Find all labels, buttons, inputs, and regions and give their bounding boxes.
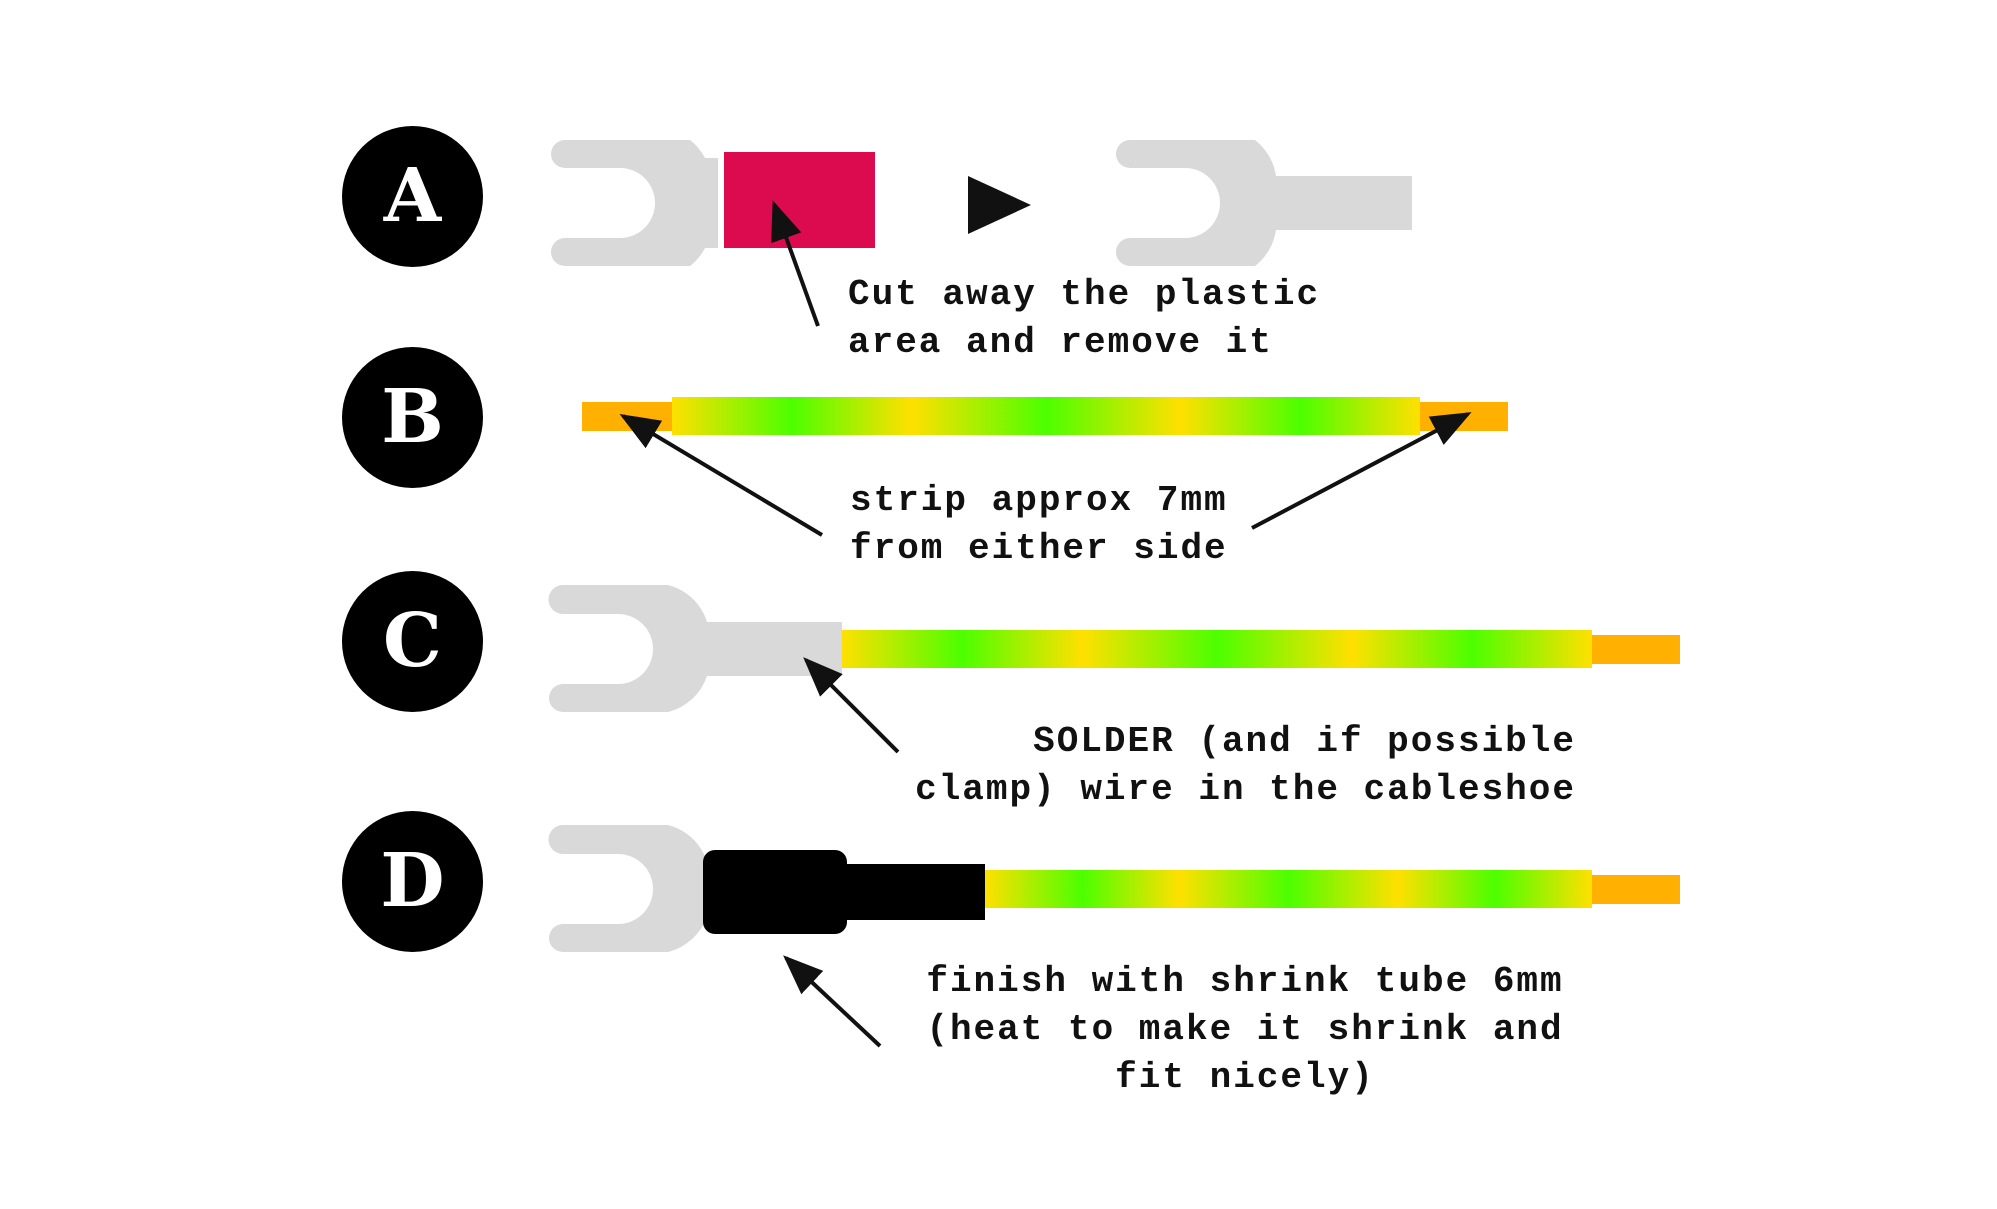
arrow-pointer-icon xyxy=(1251,412,1472,530)
caption-line: clamp) wire in the cableshoe xyxy=(915,769,1576,810)
row-b-graphics xyxy=(582,397,1508,537)
plastic-sleeve xyxy=(724,152,875,248)
stripped-end xyxy=(1592,875,1680,904)
row-a-graphics xyxy=(551,140,1412,327)
arrow-pointer-icon xyxy=(619,413,824,537)
play-triangle-icon xyxy=(968,176,1031,234)
caption-line: from either side xyxy=(850,528,1228,569)
arrow-pointer-icon xyxy=(771,200,820,327)
step-badge-a: A xyxy=(342,126,483,267)
arrow-pointer-icon xyxy=(803,657,900,754)
caption-step-a: Cut away the plastic area and remove it xyxy=(848,271,1320,367)
caption-step-c: SOLDER (and if possible clamp) wire in t… xyxy=(884,718,1576,814)
caption-line: strip approx 7mm xyxy=(850,480,1228,521)
caption-line: fit nicely) xyxy=(1115,1057,1375,1098)
step-letter: D xyxy=(380,838,445,924)
caption-line: Cut away the plastic xyxy=(848,274,1321,315)
row-d-graphics xyxy=(548,825,1680,1048)
caption-line: finish with shrink tube 6mm xyxy=(926,961,1564,1002)
wire-insulation xyxy=(842,630,1592,668)
step-letter: A xyxy=(383,153,442,239)
step-badge-c: C xyxy=(342,571,483,712)
step-letter: B xyxy=(381,374,444,460)
caption-line: SOLDER (and if possible xyxy=(1033,721,1576,762)
caption-step-b: strip approx 7mm from either side xyxy=(850,477,1228,573)
shrink-tube xyxy=(703,850,985,934)
arrow-pointer-icon xyxy=(783,955,882,1048)
spade-lug-soldered xyxy=(548,585,842,712)
spade-lug-with-plastic xyxy=(551,140,875,266)
spade-lug-bare xyxy=(1116,140,1412,266)
spade-lug-finished xyxy=(548,825,720,952)
caption-line: area and remove it xyxy=(848,322,1273,363)
row-c-graphics xyxy=(548,585,1680,754)
stripped-end xyxy=(1592,635,1680,664)
caption-line: (heat to make it shrink and xyxy=(926,1009,1564,1050)
wire-insulation xyxy=(985,870,1592,908)
step-letter: C xyxy=(383,598,442,684)
step-badge-b: B xyxy=(342,347,483,488)
step-badge-d: D xyxy=(342,811,483,952)
wire-insulation xyxy=(672,397,1420,435)
caption-step-d: finish with shrink tube 6mm (heat to mak… xyxy=(912,958,1578,1102)
